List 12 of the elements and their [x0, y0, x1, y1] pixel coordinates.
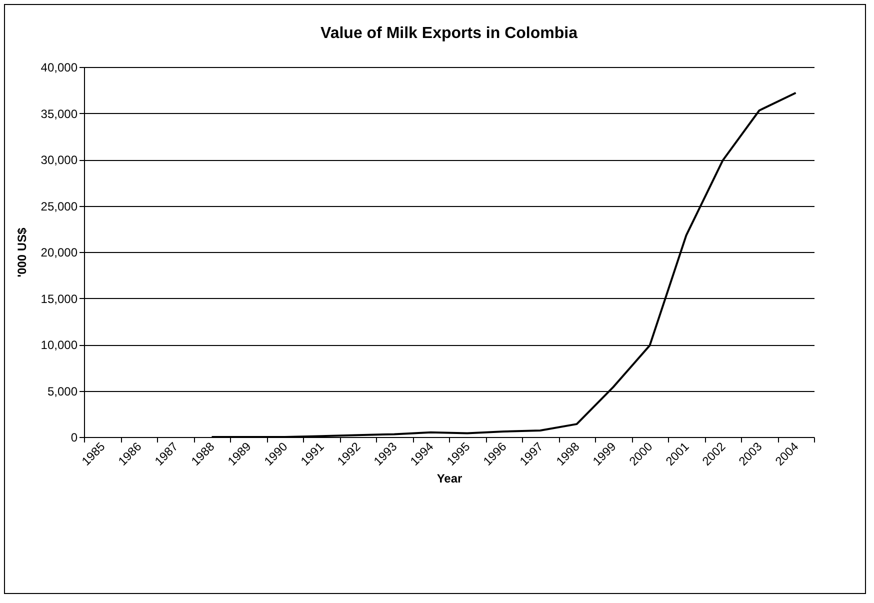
chart-title: Value of Milk Exports in Colombia	[320, 25, 578, 42]
y-tick-label: 40,000	[40, 60, 78, 74]
y-tick-label: 10,000	[40, 338, 78, 352]
y-tick-label: 5,000	[47, 384, 78, 398]
y-tick-label: 25,000	[40, 199, 78, 214]
y-tick-label: 0	[70, 430, 78, 444]
y-tick-label: 15,000	[40, 292, 78, 306]
x-axis-title: Year	[436, 472, 463, 486]
y-tick-label: 30,000	[40, 153, 78, 167]
y-tick-label: 35,000	[40, 106, 78, 121]
y-axis-title: '000 US$	[14, 227, 29, 278]
y-tick-label: 20,000	[40, 246, 78, 260]
